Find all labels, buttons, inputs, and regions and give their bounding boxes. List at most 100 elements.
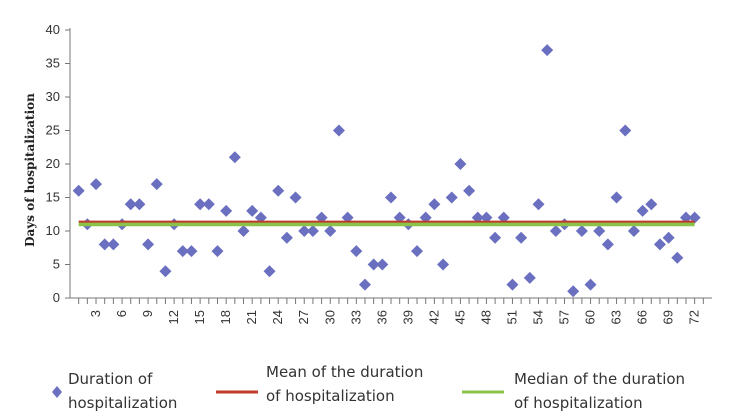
y-tick-label: 15: [46, 190, 60, 205]
data-point: [228, 151, 241, 164]
data-point: [489, 231, 502, 244]
data-point: [98, 238, 111, 251]
y-axis-label: Days of hospitalization: [23, 93, 37, 247]
legend-item-mean: Mean of the duration of hospitalization: [216, 363, 423, 405]
legend-marker-duration: [52, 386, 62, 398]
data-point: [133, 198, 146, 211]
data-point: [619, 124, 632, 137]
data-point: [584, 278, 597, 291]
y-tick-label: 35: [46, 56, 60, 71]
y-tick-label: 20: [46, 156, 60, 171]
data-point: [263, 265, 276, 278]
x-tick-label: 12: [166, 310, 181, 324]
x-tick-label: 24: [270, 310, 285, 324]
x-tick-label: 21: [244, 310, 259, 324]
data-point: [471, 211, 484, 224]
data-point: [150, 178, 163, 191]
data-point: [671, 251, 684, 264]
data-point: [107, 238, 120, 251]
data-point: [393, 211, 406, 224]
data-point: [419, 211, 432, 224]
data-point: [549, 225, 562, 237]
x-tick-label: 45: [452, 310, 467, 324]
data-point: [341, 211, 354, 224]
data-point: [593, 225, 606, 237]
y-tick-label: 40: [46, 22, 60, 37]
legend-label-mean-line1: Mean of the duration: [266, 363, 423, 381]
legend-item-median: Median of the duration of hospitalizatio…: [462, 370, 685, 412]
data-point: [437, 258, 450, 271]
data-point: [506, 278, 519, 291]
data-point: [202, 198, 215, 211]
data-point: [358, 278, 371, 291]
data-point: [350, 245, 363, 258]
data-point: [653, 238, 666, 251]
x-tick-label: 33: [348, 310, 363, 324]
data-point: [194, 198, 207, 211]
data-point: [176, 245, 189, 258]
data-point: [90, 178, 103, 191]
x-tick-label: 66: [635, 310, 650, 324]
x-tick-label: 27: [296, 310, 311, 324]
legend-label-mean-line2: of hospitalization: [266, 387, 395, 405]
y-tick-label: 5: [53, 257, 60, 272]
data-point: [220, 204, 233, 217]
x-tick-label: 39: [400, 310, 415, 324]
data-point: [627, 225, 640, 237]
x-tick-label: 36: [374, 310, 389, 324]
y-tick-label: 30: [46, 89, 60, 104]
data-point: [211, 245, 224, 258]
data-point: [645, 198, 658, 211]
data-point: [463, 184, 476, 197]
legend-item-duration: Duration of hospitalization: [52, 370, 177, 412]
legend-label-duration-line2: hospitalization: [68, 394, 177, 412]
legend-label-median-line2: of hospitalization: [514, 394, 643, 412]
data-point: [367, 258, 380, 271]
data-point: [376, 258, 389, 271]
x-tick-label: 60: [583, 310, 598, 324]
x-tick-label: 54: [530, 310, 545, 324]
data-point: [254, 211, 267, 224]
data-point: [679, 211, 692, 224]
data-point: [567, 285, 580, 298]
y-tick-label: 10: [46, 223, 60, 238]
data-point: [523, 271, 536, 284]
data-point: [515, 231, 528, 244]
x-tick-label: 69: [661, 310, 676, 324]
data-point: [332, 124, 345, 137]
data-point: [124, 198, 137, 211]
x-tick-label: 42: [426, 310, 441, 324]
x-tick-label: 18: [218, 310, 233, 324]
legend-label-median-line1: Median of the duration: [514, 370, 685, 388]
x-tick-label: 15: [192, 310, 207, 324]
x-tick-label: 51: [504, 310, 519, 324]
data-point: [610, 191, 623, 204]
legend: Duration of hospitalization Mean of the …: [52, 363, 685, 412]
data-point: [532, 198, 545, 211]
y-tick-label: 25: [46, 123, 60, 138]
data-point: [246, 204, 259, 217]
data-point: [428, 198, 441, 211]
x-tick-label: 6: [114, 310, 129, 317]
data-point: [272, 184, 285, 197]
data-point: [636, 204, 649, 217]
data-point: [575, 225, 588, 237]
data-point: [411, 245, 424, 258]
x-tick-label: 72: [687, 310, 702, 324]
x-tick-label: 9: [140, 310, 155, 317]
x-tick-label: 30: [322, 310, 337, 324]
data-point: [298, 225, 311, 237]
x-tick-label: 57: [557, 310, 572, 324]
data-points: [72, 44, 701, 298]
data-point: [306, 225, 319, 237]
data-point: [480, 211, 493, 224]
x-tick-label: 63: [609, 310, 624, 324]
data-point: [662, 231, 675, 244]
data-point: [237, 225, 250, 237]
data-point: [72, 184, 85, 197]
data-point: [688, 211, 701, 224]
data-point: [315, 211, 328, 224]
data-point: [541, 44, 554, 57]
